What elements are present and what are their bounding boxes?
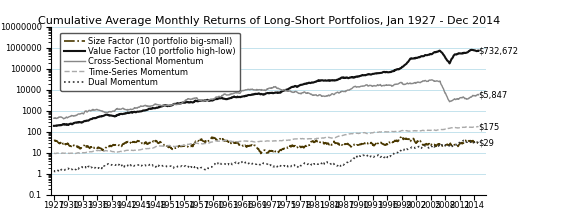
Dual Momentum bbox=[462, 140, 468, 142]
Time-Series Momentum bbox=[143, 147, 150, 150]
Dual Momentum bbox=[50, 170, 57, 172]
Cross-Sectional Momentum bbox=[344, 89, 351, 92]
Value Factor (10 portfolio high-low) bbox=[468, 48, 475, 51]
Text: $5,847: $5,847 bbox=[478, 90, 508, 99]
Time-Series Momentum bbox=[462, 126, 468, 129]
Size Factor (10 portfolio big-small) bbox=[344, 142, 351, 145]
Cross-Sectional Momentum bbox=[428, 79, 435, 81]
Value Factor (10 portfolio high-low) bbox=[51, 125, 58, 127]
Cross-Sectional Momentum bbox=[462, 97, 468, 100]
Cross-Sectional Momentum bbox=[196, 99, 202, 102]
Value Factor (10 portfolio high-low) bbox=[213, 98, 220, 100]
Size Factor (10 portfolio big-small) bbox=[212, 138, 219, 140]
Cross-Sectional Momentum bbox=[143, 105, 150, 108]
Dual Momentum bbox=[51, 170, 58, 173]
Dual Momentum bbox=[460, 139, 467, 142]
Size Factor (10 portfolio big-small) bbox=[398, 135, 405, 138]
Size Factor (10 portfolio big-small) bbox=[195, 139, 202, 142]
Legend: Size Factor (10 portfolio big-small), Value Factor (10 portfolio high-low), Cros: Size Factor (10 portfolio big-small), Va… bbox=[60, 33, 240, 91]
Time-Series Momentum bbox=[52, 152, 59, 155]
Size Factor (10 portfolio big-small) bbox=[475, 142, 482, 144]
Cross-Sectional Momentum bbox=[213, 95, 220, 98]
Size Factor (10 portfolio big-small) bbox=[257, 152, 264, 155]
Size Factor (10 portfolio big-small) bbox=[142, 141, 149, 143]
Time-Series Momentum bbox=[356, 132, 363, 135]
Time-Series Momentum bbox=[213, 140, 220, 142]
Cross-Sectional Momentum bbox=[50, 117, 57, 120]
Size Factor (10 portfolio big-small) bbox=[50, 139, 57, 142]
Cross-Sectional Momentum bbox=[60, 117, 67, 120]
Text: $175: $175 bbox=[478, 122, 500, 131]
Line: Cross-Sectional Momentum: Cross-Sectional Momentum bbox=[54, 80, 479, 119]
Value Factor (10 portfolio high-low) bbox=[462, 52, 468, 54]
Value Factor (10 portfolio high-low) bbox=[475, 49, 482, 52]
Size Factor (10 portfolio big-small) bbox=[462, 139, 468, 142]
Cross-Sectional Momentum bbox=[356, 86, 363, 88]
Text: $29: $29 bbox=[478, 139, 494, 148]
Dual Momentum bbox=[356, 156, 363, 158]
Line: Time-Series Momentum: Time-Series Momentum bbox=[54, 127, 479, 153]
Value Factor (10 portfolio high-low) bbox=[356, 75, 363, 78]
Value Factor (10 portfolio high-low) bbox=[196, 100, 202, 102]
Time-Series Momentum bbox=[344, 133, 351, 136]
Cross-Sectional Momentum bbox=[475, 93, 482, 96]
Dual Momentum bbox=[196, 166, 202, 169]
Dual Momentum bbox=[213, 162, 220, 165]
Time-Series Momentum bbox=[196, 142, 202, 145]
Dual Momentum bbox=[475, 142, 482, 144]
Line: Size Factor (10 portfolio big-small): Size Factor (10 portfolio big-small) bbox=[54, 136, 479, 153]
Value Factor (10 portfolio high-low) bbox=[143, 109, 150, 111]
Value Factor (10 portfolio high-low) bbox=[50, 125, 57, 127]
Line: Value Factor (10 portfolio high-low): Value Factor (10 portfolio high-low) bbox=[54, 50, 479, 126]
Time-Series Momentum bbox=[475, 125, 482, 128]
Size Factor (10 portfolio big-small) bbox=[356, 143, 363, 146]
Time-Series Momentum bbox=[50, 152, 57, 154]
Dual Momentum bbox=[344, 161, 351, 164]
Text: $732,672: $732,672 bbox=[478, 46, 518, 55]
Value Factor (10 portfolio high-low) bbox=[344, 76, 351, 79]
Line: Dual Momentum: Dual Momentum bbox=[54, 140, 479, 172]
Title: Cumulative Average Monthly Returns of Long-Short Portfolios, Jan 1927 - Dec 2014: Cumulative Average Monthly Returns of Lo… bbox=[38, 16, 500, 26]
Time-Series Momentum bbox=[474, 125, 481, 128]
Dual Momentum bbox=[143, 164, 150, 167]
